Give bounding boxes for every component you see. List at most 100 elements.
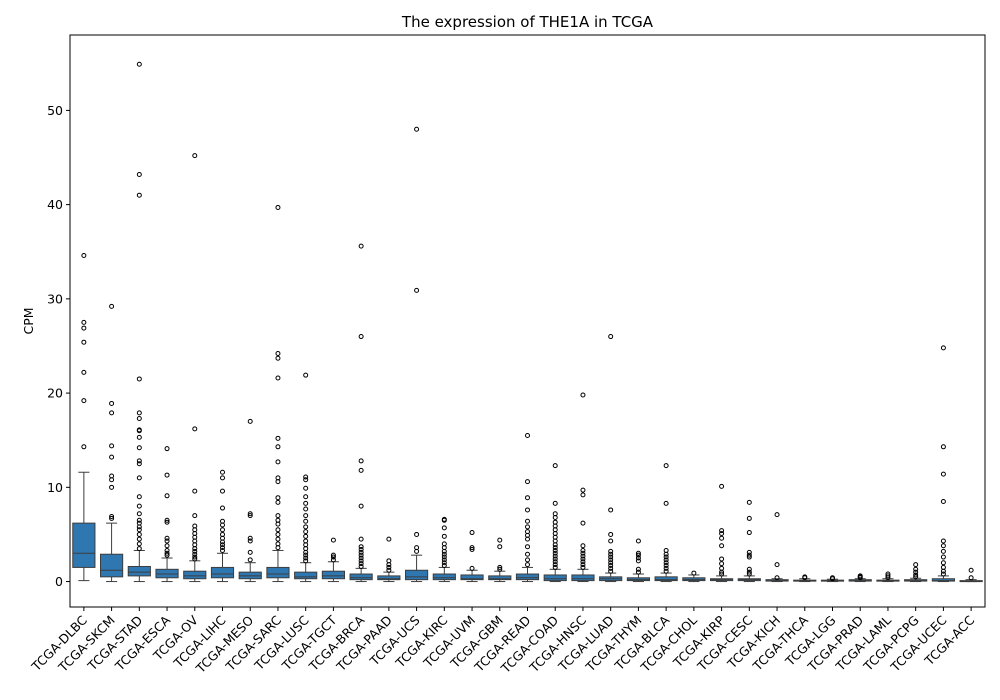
outlier-point <box>940 554 946 560</box>
outlier-point <box>164 538 170 544</box>
outlier-point <box>275 536 281 542</box>
outlier-point <box>275 351 281 357</box>
box <box>127 565 151 577</box>
outlier-point <box>940 498 946 504</box>
outlier-point <box>663 547 669 553</box>
outlier-point <box>663 463 669 469</box>
outlier-point <box>330 552 336 558</box>
outlier-point <box>940 538 946 544</box>
outlier-point <box>247 538 253 544</box>
outlier-point <box>469 545 475 551</box>
outlier-point <box>358 536 364 542</box>
outlier-point <box>109 515 115 521</box>
outlier-point <box>608 563 614 569</box>
outlier-point <box>109 303 115 309</box>
outlier-point <box>580 559 586 565</box>
outlier-point <box>525 562 530 568</box>
outlier-point <box>552 519 558 525</box>
outlier-point <box>635 555 641 561</box>
y-tick-label: 40 <box>47 197 63 212</box>
outlier-point <box>940 560 946 566</box>
outlier-point <box>220 527 225 533</box>
outlier-point <box>275 517 281 523</box>
box-group-tcga-kirc <box>432 516 456 583</box>
outlier-point <box>136 536 142 542</box>
outlier-point <box>303 533 309 539</box>
outlier-point <box>635 566 641 572</box>
outlier-point <box>247 513 253 519</box>
outlier-point <box>81 398 87 404</box>
outlier-point <box>940 571 946 577</box>
outlier-point <box>885 571 891 577</box>
box <box>377 575 401 581</box>
outlier-point <box>247 511 253 517</box>
outlier-point <box>525 544 530 550</box>
outlier-point <box>358 558 364 564</box>
outlier-point <box>719 571 725 577</box>
box-group-tcga-read <box>515 432 540 583</box>
outlier-point <box>746 554 752 560</box>
outlier-point <box>303 552 309 558</box>
outlier-point <box>913 562 919 568</box>
outlier-point <box>109 454 115 460</box>
outlier-point <box>580 492 586 498</box>
outlier-point <box>220 475 225 481</box>
chart-title: The expression of THE1A in TCGA <box>401 13 654 31</box>
outlier-point <box>663 563 669 569</box>
outlier-point <box>663 554 669 560</box>
outlier-point <box>330 557 336 563</box>
outlier-point <box>940 444 946 450</box>
box-group-tcga-lusc <box>294 372 318 583</box>
outlier-point <box>525 479 530 485</box>
box-group-tcga-hnsc <box>571 392 595 583</box>
outlier-point <box>968 567 974 573</box>
box-group-tcga-kich <box>765 512 789 583</box>
y-axis-label: CPM <box>21 307 36 334</box>
y-tick-label: 30 <box>47 291 63 306</box>
outlier-point <box>136 475 142 481</box>
outlier-point <box>247 557 253 563</box>
outlier-point <box>608 548 614 554</box>
outlier-point <box>913 566 919 572</box>
outlier-point <box>719 483 725 489</box>
outlier-point <box>358 555 364 561</box>
outlier-point <box>81 253 87 259</box>
outlier-point <box>552 511 558 517</box>
outlier-point <box>164 543 170 549</box>
outlier-point <box>441 516 447 522</box>
outlier-point <box>192 554 198 560</box>
outlier-point <box>81 325 87 331</box>
outlier-point <box>192 548 198 554</box>
outlier-point <box>663 565 669 571</box>
outlier-point <box>580 487 586 493</box>
outlier-point <box>303 372 309 378</box>
outlier-point <box>441 551 447 557</box>
outlier-point <box>330 554 336 560</box>
outlier-point <box>441 554 447 560</box>
outlier-point <box>746 552 752 558</box>
outlier-point <box>663 568 669 574</box>
box-group-tcga-luad <box>599 334 623 583</box>
outlier-point <box>635 569 641 575</box>
outlier-point <box>303 506 309 512</box>
outlier-point <box>857 573 863 579</box>
box <box>266 566 290 579</box>
outlier-point <box>164 550 170 556</box>
outlier-point <box>358 243 364 249</box>
outlier-point <box>275 459 281 465</box>
outlier-point <box>220 542 225 548</box>
outlier-point <box>220 469 225 475</box>
outlier-point <box>109 410 115 416</box>
outlier-point <box>81 444 87 450</box>
outlier-point <box>552 547 558 553</box>
outlier-point <box>497 537 503 543</box>
outlier-point <box>192 551 198 557</box>
outlier-point <box>414 531 420 537</box>
box-group-tcga-ov <box>183 153 207 583</box>
outlier-point <box>136 61 142 67</box>
outlier-point <box>913 569 919 575</box>
box-group-tcga-sarc <box>266 204 290 583</box>
box-group-tcga-skcm <box>100 303 124 583</box>
outlier-point <box>608 334 614 340</box>
outlier-point <box>109 473 115 479</box>
